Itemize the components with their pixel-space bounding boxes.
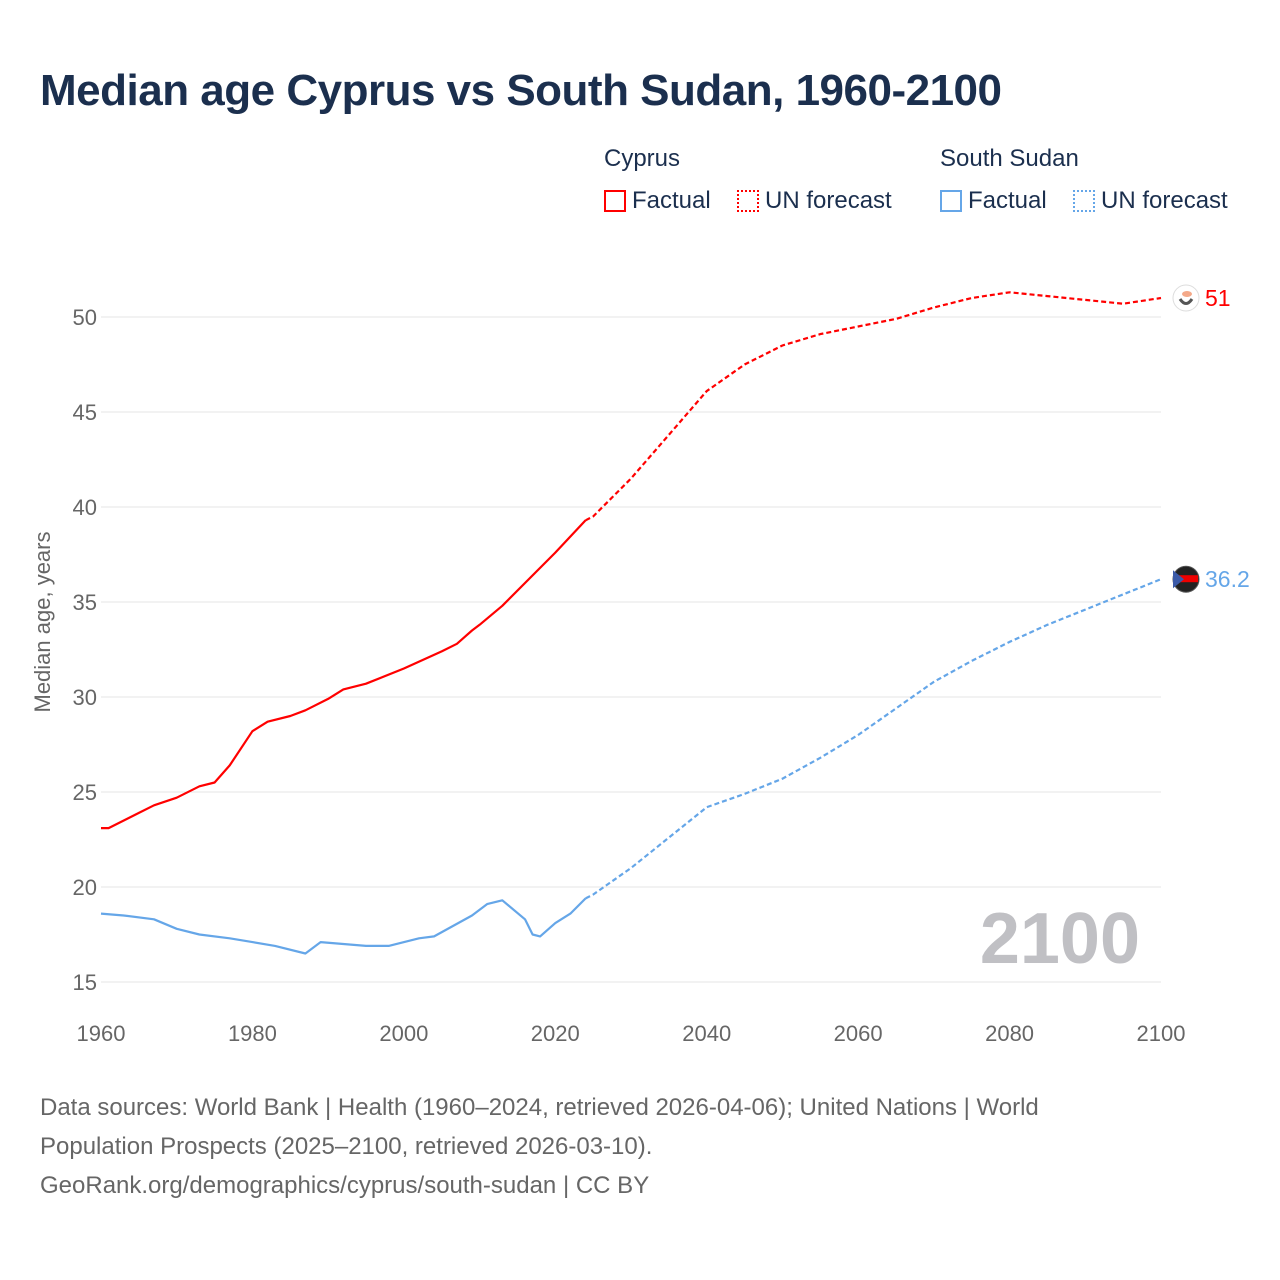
- footer-link[interactable]: GeoRank.org/demographics/cyprus/south-su…: [40, 1172, 650, 1199]
- legend-ssudan-forecast[interactable]: UN forecast: [1073, 187, 1228, 215]
- y-tick-label: 30: [73, 685, 97, 710]
- legend-label: Factual: [968, 187, 1047, 214]
- legend-swatch-solid: [940, 190, 962, 212]
- legend-swatch-solid: [604, 190, 626, 212]
- legend-label: UN forecast: [1101, 187, 1228, 214]
- legend-cyprus-forecast[interactable]: UN forecast: [737, 187, 892, 215]
- x-tick-label: 2040: [682, 1021, 731, 1046]
- flag-cyprus-wreath-icon: [1178, 298, 1194, 305]
- footer-sources: Data sources: World Bank | Health (1960–…: [40, 1094, 1039, 1121]
- x-tick-label: 2060: [834, 1021, 883, 1046]
- legend-group-cyprus: Cyprus: [604, 145, 681, 172]
- flag-ssudan-triangle-icon: [1173, 570, 1184, 589]
- footer-sources-cont: Population Prospects (2025–2100, retriev…: [40, 1133, 653, 1160]
- x-tick-label: 2020: [531, 1021, 580, 1046]
- flag-ssudan-band-icon: [1176, 575, 1198, 583]
- y-tick-label: 50: [73, 305, 97, 330]
- x-tick-label: 1960: [77, 1021, 126, 1046]
- plot-area: 2100 Median age, years 15 20 25 30 35 40 45 50 1…: [30, 284, 1250, 1046]
- chart-title: Median age Cyprus vs South Sudan, 1960-2…: [40, 66, 1002, 115]
- y-tick-label: 45: [73, 400, 97, 425]
- footer: Data sources: World Bank | Health (1960–…: [40, 1088, 1240, 1205]
- line-south-sudan-forecast: [585, 578, 1162, 900]
- y-tick-label: 20: [73, 875, 97, 900]
- x-tick-label: 1980: [228, 1021, 277, 1046]
- line-cyprus-forecast: [585, 291, 1162, 522]
- legend-group-south-sudan: South Sudan: [940, 145, 1079, 172]
- y-tick-label: 15: [73, 970, 97, 995]
- line-cyprus-factual: [101, 519, 587, 830]
- legend-cyprus-factual[interactable]: Factual: [604, 187, 711, 215]
- legend-label: Factual: [632, 187, 711, 214]
- legend-swatch-dotted: [737, 190, 759, 212]
- flag-cyprus-island-icon: [1182, 291, 1192, 297]
- y-axis-label: Median age, years: [30, 532, 55, 713]
- line-south-sudan-factual: [100, 897, 587, 955]
- x-tick-label: 2080: [985, 1021, 1034, 1046]
- y-tick-label: 35: [73, 590, 97, 615]
- legend-label: UN forecast: [765, 187, 892, 214]
- flag-cyprus-icon: [1172, 284, 1200, 312]
- legend-swatch-dotted: [1073, 190, 1095, 212]
- end-label-south-sudan: 36.2: [1205, 566, 1250, 592]
- end-label-cyprus: 51: [1205, 285, 1231, 311]
- y-tick-label: 25: [73, 780, 97, 805]
- legend-ssudan-factual[interactable]: Factual: [940, 187, 1047, 215]
- x-tick-label: 2000: [379, 1021, 428, 1046]
- year-watermark: 2100: [980, 899, 1140, 979]
- y-tick-label: 40: [73, 495, 97, 520]
- x-tick-label: 2100: [1137, 1021, 1186, 1046]
